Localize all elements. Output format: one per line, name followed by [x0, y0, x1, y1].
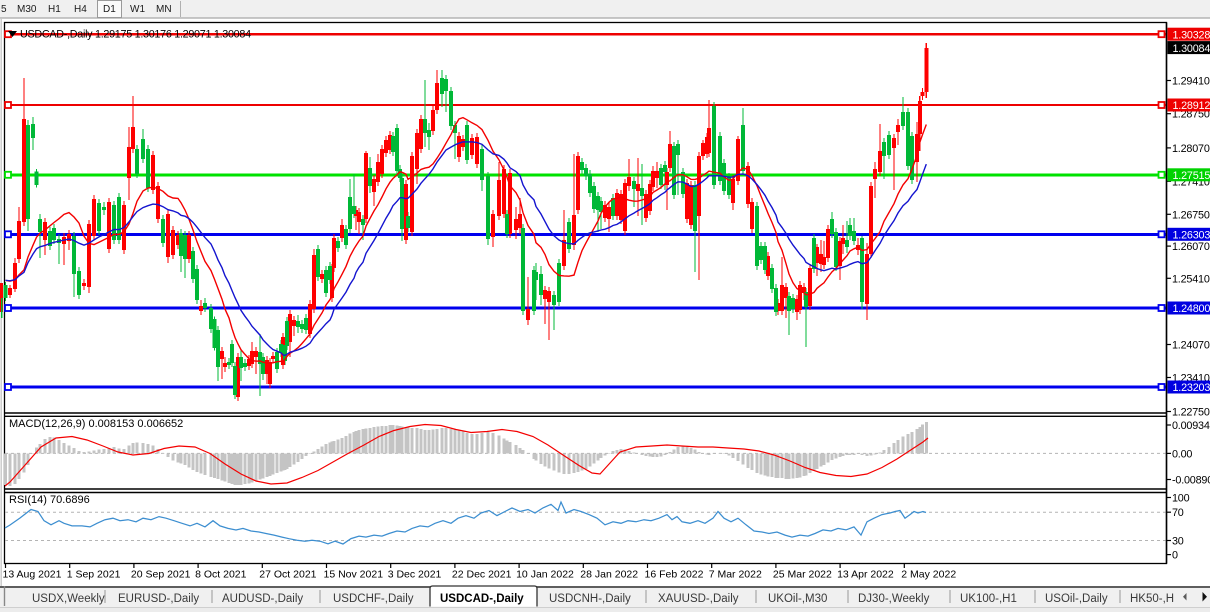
svg-text:H4: H4 [74, 4, 87, 15]
svg-text:USDCNH-,Daily: USDCNH-,Daily [549, 593, 631, 605]
svg-text:10 Jan 2022: 10 Jan 2022 [516, 569, 574, 581]
svg-text:1 Sep 2021: 1 Sep 2021 [67, 569, 121, 581]
svg-text:100: 100 [1172, 493, 1190, 505]
svg-text:3 Dec 2021: 3 Dec 2021 [388, 569, 442, 581]
svg-text:30: 30 [1172, 536, 1184, 548]
svg-text:MN: MN [156, 4, 172, 15]
svg-text:RSI(14) 70.6896: RSI(14) 70.6896 [9, 494, 90, 506]
svg-text:0.009345: 0.009345 [1172, 420, 1210, 432]
svg-text:1.30084: 1.30084 [1173, 43, 1210, 55]
svg-text:1.28750: 1.28750 [1172, 109, 1210, 121]
svg-text:AUDUSD-,Daily: AUDUSD-,Daily [222, 593, 303, 605]
svg-text:M30: M30 [17, 4, 37, 15]
svg-text:W1: W1 [130, 4, 145, 15]
svg-text:22 Dec 2021: 22 Dec 2021 [452, 569, 512, 581]
svg-text:15 Nov 2021: 15 Nov 2021 [324, 569, 384, 581]
svg-text:XAUUSD-,Daily: XAUUSD-,Daily [658, 593, 739, 605]
svg-text:13 Aug 2021: 13 Aug 2021 [3, 569, 62, 581]
svg-text:1.26070: 1.26070 [1172, 241, 1210, 253]
svg-text:25 Mar 2022: 25 Mar 2022 [773, 569, 832, 581]
svg-text:1.28070: 1.28070 [1172, 143, 1210, 155]
svg-text:13 Apr 2022: 13 Apr 2022 [837, 569, 894, 581]
svg-text:1.23203: 1.23203 [1173, 382, 1210, 394]
svg-text:H1: H1 [48, 4, 61, 15]
svg-text:70: 70 [1172, 507, 1184, 519]
svg-text:1.27515: 1.27515 [1173, 170, 1210, 182]
svg-text:MACD(12,26,9) 0.008153 0.00665: MACD(12,26,9) 0.008153 0.006652 [9, 418, 183, 430]
svg-text:1.26303: 1.26303 [1173, 230, 1210, 242]
svg-text:1.24800: 1.24800 [1173, 303, 1210, 315]
svg-text:8 Oct 2021: 8 Oct 2021 [195, 569, 247, 581]
svg-text:1.30328: 1.30328 [1173, 29, 1210, 41]
svg-text:UKOil-,M30: UKOil-,M30 [768, 593, 827, 605]
svg-text:0: 0 [1172, 550, 1178, 562]
svg-text:1.26750: 1.26750 [1172, 209, 1210, 221]
svg-text:1.22750: 1.22750 [1172, 407, 1210, 419]
svg-text:USDX,Weekly: USDX,Weekly [32, 593, 105, 605]
svg-text:DJ30-,Weekly: DJ30-,Weekly [858, 593, 930, 605]
svg-text:1.28912: 1.28912 [1173, 100, 1210, 112]
svg-text:20 Sep 2021: 20 Sep 2021 [131, 569, 191, 581]
svg-text:-0.008902: -0.008902 [1172, 475, 1210, 487]
svg-text:USDCAD-,Daily: USDCAD-,Daily [440, 593, 524, 605]
svg-text:USDCAD-,Daily 1.29175 1.30176: USDCAD-,Daily 1.29175 1.30176 1.29071 1.… [20, 29, 251, 41]
svg-text:D1: D1 [103, 4, 116, 15]
svg-text:2 May 2022: 2 May 2022 [901, 569, 956, 581]
svg-text:USDCHF-,Daily: USDCHF-,Daily [333, 593, 414, 605]
svg-text:5: 5 [1, 4, 7, 15]
svg-text:0.00: 0.00 [1172, 448, 1192, 460]
svg-text:1.25410: 1.25410 [1172, 273, 1210, 285]
svg-text:1.29410: 1.29410 [1172, 76, 1210, 88]
svg-text:27 Oct 2021: 27 Oct 2021 [259, 569, 316, 581]
svg-text:USOil-,Daily: USOil-,Daily [1045, 593, 1108, 605]
svg-text:1.24070: 1.24070 [1172, 340, 1210, 352]
svg-text:UK100-,H1: UK100-,H1 [960, 593, 1017, 605]
svg-text:16 Feb 2022: 16 Feb 2022 [645, 569, 704, 581]
svg-text:28 Jan 2022: 28 Jan 2022 [580, 569, 638, 581]
svg-text:EURUSD-,Daily: EURUSD-,Daily [118, 593, 199, 605]
svg-text:7 Mar 2022: 7 Mar 2022 [709, 569, 762, 581]
svg-text:HK50-,H: HK50-,H [1130, 593, 1174, 605]
